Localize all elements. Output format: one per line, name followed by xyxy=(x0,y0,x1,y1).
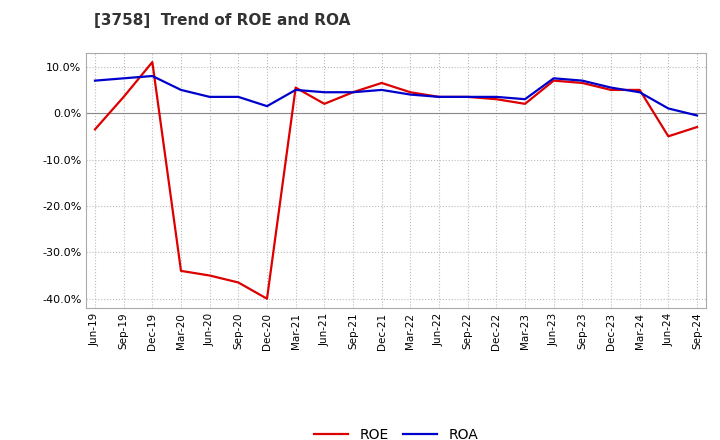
ROE xyxy=(292,85,300,90)
ROE xyxy=(549,78,558,83)
ROE xyxy=(435,94,444,99)
ROE xyxy=(176,268,185,274)
ROE xyxy=(234,280,243,285)
ROE xyxy=(607,87,616,92)
ROA xyxy=(664,106,672,111)
ROA xyxy=(464,94,472,99)
ROA xyxy=(435,94,444,99)
ROA xyxy=(120,76,128,81)
ROA xyxy=(635,90,644,95)
ROA xyxy=(176,87,185,92)
ROE xyxy=(320,101,328,106)
ROA xyxy=(263,103,271,109)
ROE xyxy=(120,94,128,99)
ROE xyxy=(464,94,472,99)
Line: ROA: ROA xyxy=(95,76,697,115)
ROA xyxy=(292,87,300,92)
ROE xyxy=(406,90,415,95)
ROE xyxy=(263,296,271,301)
ROE xyxy=(492,96,500,102)
ROA xyxy=(549,76,558,81)
ROA xyxy=(521,96,529,102)
ROA xyxy=(693,113,701,118)
ROA xyxy=(348,90,357,95)
ROA xyxy=(320,90,328,95)
ROE xyxy=(521,101,529,106)
Line: ROE: ROE xyxy=(95,62,697,299)
ROA xyxy=(492,94,500,99)
ROE xyxy=(91,127,99,132)
ROE xyxy=(578,81,587,86)
Text: [3758]  Trend of ROE and ROA: [3758] Trend of ROE and ROA xyxy=(94,13,350,28)
ROA xyxy=(148,73,157,79)
ROA xyxy=(406,92,415,97)
ROE xyxy=(693,125,701,130)
ROA xyxy=(578,78,587,83)
Legend: ROE, ROA: ROE, ROA xyxy=(308,422,484,440)
ROA xyxy=(205,94,214,99)
ROA xyxy=(377,87,386,92)
ROE xyxy=(664,134,672,139)
ROE xyxy=(635,87,644,92)
ROA xyxy=(91,78,99,83)
ROE xyxy=(377,81,386,86)
ROE xyxy=(348,90,357,95)
ROA xyxy=(234,94,243,99)
ROA xyxy=(607,85,616,90)
ROE xyxy=(205,273,214,278)
ROE xyxy=(148,59,157,65)
